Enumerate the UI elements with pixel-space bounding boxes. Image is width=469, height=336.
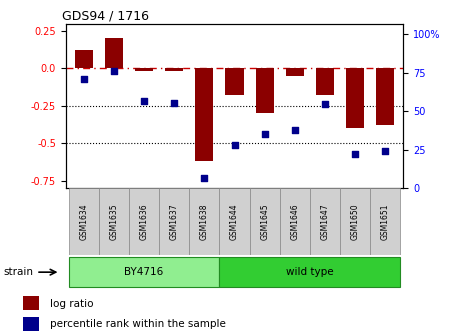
Bar: [195, 69, 213, 161]
Point: [231, 142, 238, 148]
Text: GSM1638: GSM1638: [200, 204, 209, 240]
Bar: [340, 188, 370, 255]
Bar: [165, 69, 183, 72]
Text: GSM1644: GSM1644: [230, 203, 239, 240]
Point: [170, 100, 178, 106]
Bar: [310, 188, 340, 255]
Text: strain: strain: [3, 267, 33, 277]
Point: [80, 76, 88, 82]
Bar: [376, 69, 394, 125]
Bar: [105, 39, 123, 69]
Bar: [219, 257, 401, 287]
Bar: [346, 69, 364, 128]
Text: percentile rank within the sample: percentile rank within the sample: [50, 319, 226, 329]
Point: [351, 151, 359, 157]
Bar: [159, 188, 189, 255]
Text: log ratio: log ratio: [50, 299, 93, 308]
Text: GSM1636: GSM1636: [140, 203, 149, 240]
Text: GSM1645: GSM1645: [260, 203, 269, 240]
Text: BY4716: BY4716: [124, 267, 164, 277]
Point: [261, 132, 268, 137]
Bar: [250, 188, 280, 255]
Point: [140, 99, 148, 104]
Text: GSM1637: GSM1637: [170, 203, 179, 240]
Point: [110, 69, 118, 74]
Bar: [256, 69, 274, 113]
Point: [291, 127, 299, 132]
Text: wild type: wild type: [286, 267, 333, 277]
Text: GSM1646: GSM1646: [290, 203, 299, 240]
Bar: [280, 188, 310, 255]
Point: [201, 175, 208, 180]
Bar: [219, 188, 250, 255]
Bar: [99, 188, 129, 255]
Point: [381, 148, 389, 154]
Bar: [370, 188, 401, 255]
Bar: [68, 188, 99, 255]
Bar: [135, 69, 153, 72]
Bar: [286, 69, 304, 76]
Bar: [23, 317, 38, 331]
Point: [321, 102, 329, 107]
Text: GDS94 / 1716: GDS94 / 1716: [62, 9, 149, 23]
Bar: [226, 69, 243, 95]
Bar: [75, 50, 93, 69]
Text: GSM1634: GSM1634: [79, 203, 88, 240]
Bar: [23, 296, 38, 310]
Text: GSM1651: GSM1651: [381, 204, 390, 240]
Bar: [189, 188, 219, 255]
Bar: [129, 188, 159, 255]
Text: GSM1635: GSM1635: [109, 203, 118, 240]
Bar: [68, 257, 219, 287]
Bar: [316, 69, 334, 95]
Text: GSM1647: GSM1647: [320, 203, 329, 240]
Text: GSM1650: GSM1650: [351, 203, 360, 240]
